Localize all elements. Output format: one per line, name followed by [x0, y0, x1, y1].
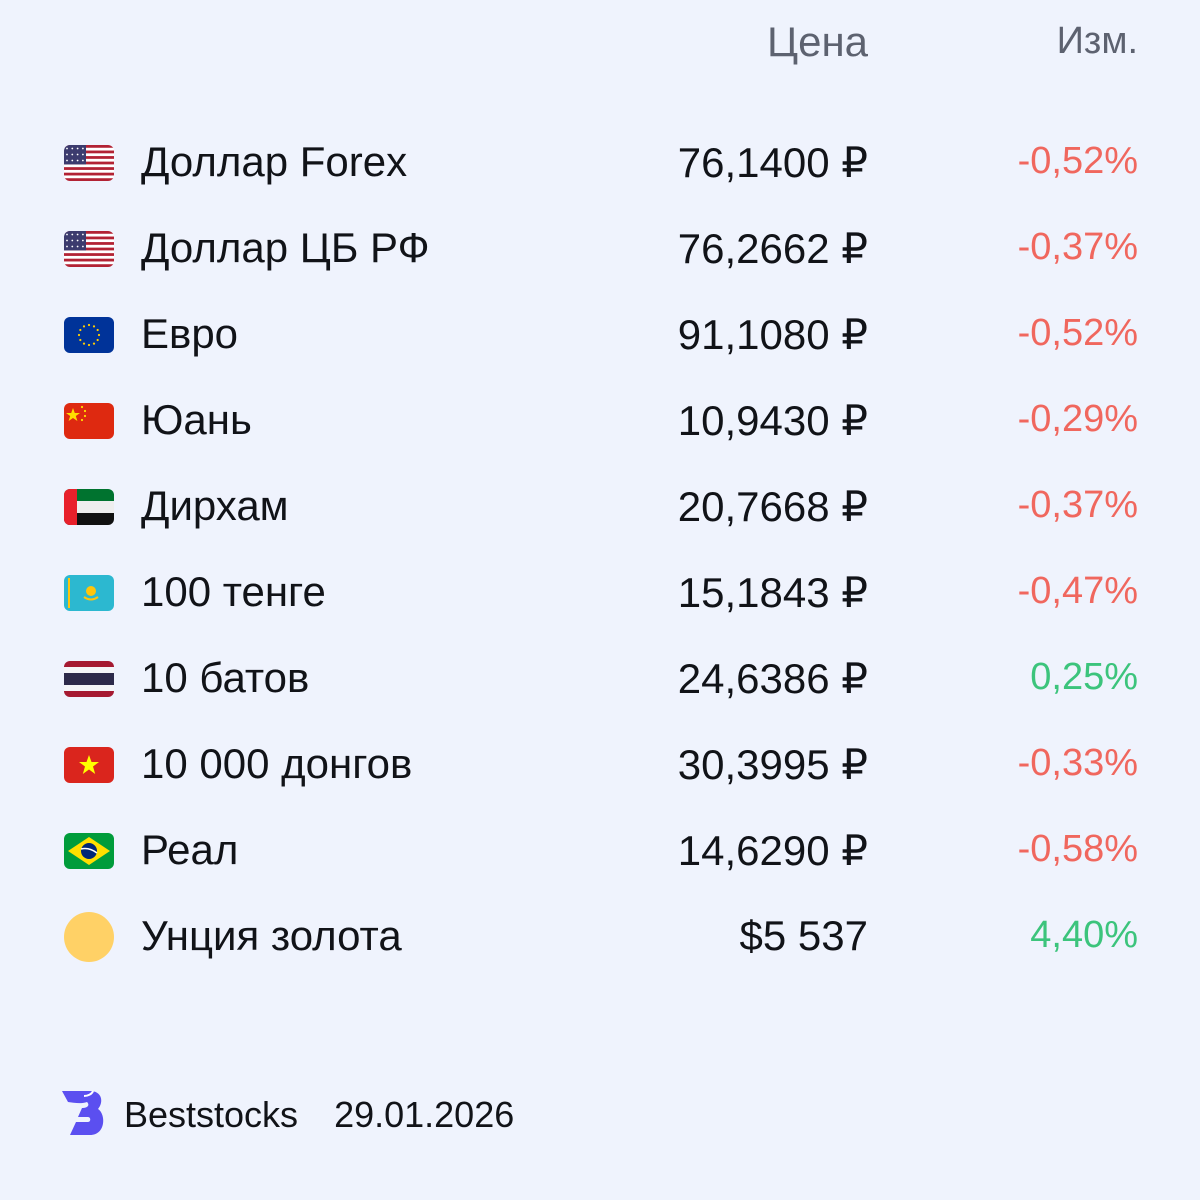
- cn-flag-icon: [64, 403, 114, 439]
- br-flag-icon: [64, 833, 114, 869]
- currency-change: -0,52%: [1017, 312, 1138, 354]
- currency-name: Реал: [141, 826, 239, 873]
- currency-change: -0,33%: [1017, 742, 1138, 784]
- brand-name: Beststocks: [124, 1094, 299, 1135]
- currency-name: 10 батов: [141, 654, 310, 701]
- currency-name: Дирхам: [141, 482, 289, 529]
- rate-row: Доллар Forex 76,1400 ₽ -0,52%: [0, 120, 1200, 206]
- currency-price: 20,7668 ₽: [677, 483, 868, 530]
- change-column-header: Изм.: [1056, 20, 1138, 62]
- currency-name: 10 000 донгов: [141, 740, 413, 787]
- currency-price: 76,1400 ₽: [677, 139, 868, 186]
- currency-change: -0,52%: [1017, 140, 1138, 182]
- currency-change: -0,37%: [1017, 484, 1138, 526]
- rate-row: Евро 91,1080 ₽ -0,52%: [0, 292, 1200, 378]
- eu-flag-icon: [64, 317, 114, 353]
- currency-price: 15,1843 ₽: [677, 569, 868, 616]
- currency-price: 76,2662 ₽: [677, 225, 868, 272]
- currency-name: Евро: [141, 310, 239, 357]
- currency-price: 30,3995 ₽: [677, 741, 868, 788]
- ae-flag-icon: [64, 489, 114, 525]
- currency-change: 4,40%: [1030, 914, 1138, 956]
- currency-price: 91,1080 ₽: [677, 311, 868, 358]
- th-flag-icon: [64, 661, 114, 697]
- rate-row: 10 батов 24,6386 ₽ 0,25%: [0, 636, 1200, 722]
- currency-price: $5 537: [739, 912, 868, 959]
- rate-row: Доллар ЦБ РФ 76,2662 ₽ -0,37%: [0, 206, 1200, 292]
- price-column-header: Цена: [767, 18, 868, 65]
- kz-flag-icon: [64, 575, 114, 611]
- currency-change: -0,58%: [1017, 828, 1138, 870]
- currency-change: -0,37%: [1017, 226, 1138, 268]
- vn-flag-icon: [64, 747, 114, 783]
- currency-name: Доллар ЦБ РФ: [141, 224, 430, 271]
- beststocks-logo-icon: [60, 1088, 106, 1143]
- currency-price: 14,6290 ₽: [677, 827, 868, 874]
- rate-row: Унция золота $5 537 4,40%: [0, 894, 1200, 980]
- currency-price: 10,9430 ₽: [677, 397, 868, 444]
- currency-name: Юань: [141, 396, 252, 443]
- rate-row: Дирхам 20,7668 ₽ -0,37%: [0, 464, 1200, 550]
- footer: Beststocks 29.01.2026: [60, 1088, 514, 1142]
- currency-price: 24,6386 ₽: [677, 655, 868, 702]
- currency-name: 100 тенге: [141, 568, 326, 615]
- us-flag-icon: [64, 145, 114, 181]
- currency-name: Унция золота: [141, 912, 402, 959]
- rate-row: Юань 10,9430 ₽ -0,29%: [0, 378, 1200, 464]
- rate-row: Реал 14,6290 ₽ -0,58%: [0, 808, 1200, 894]
- currency-name: Доллар Forex: [141, 138, 408, 185]
- gold-coin-icon: [64, 912, 114, 962]
- us-flag-icon: [64, 231, 114, 267]
- date: 29.01.2026: [334, 1094, 515, 1135]
- rate-row: 100 тенге 15,1843 ₽ -0,47%: [0, 550, 1200, 636]
- currency-change: -0,29%: [1017, 398, 1138, 440]
- rate-row: 10 000 донгов 30,3995 ₽ -0,33%: [0, 722, 1200, 808]
- currency-change: 0,25%: [1030, 656, 1138, 698]
- currency-change: -0,47%: [1017, 570, 1138, 612]
